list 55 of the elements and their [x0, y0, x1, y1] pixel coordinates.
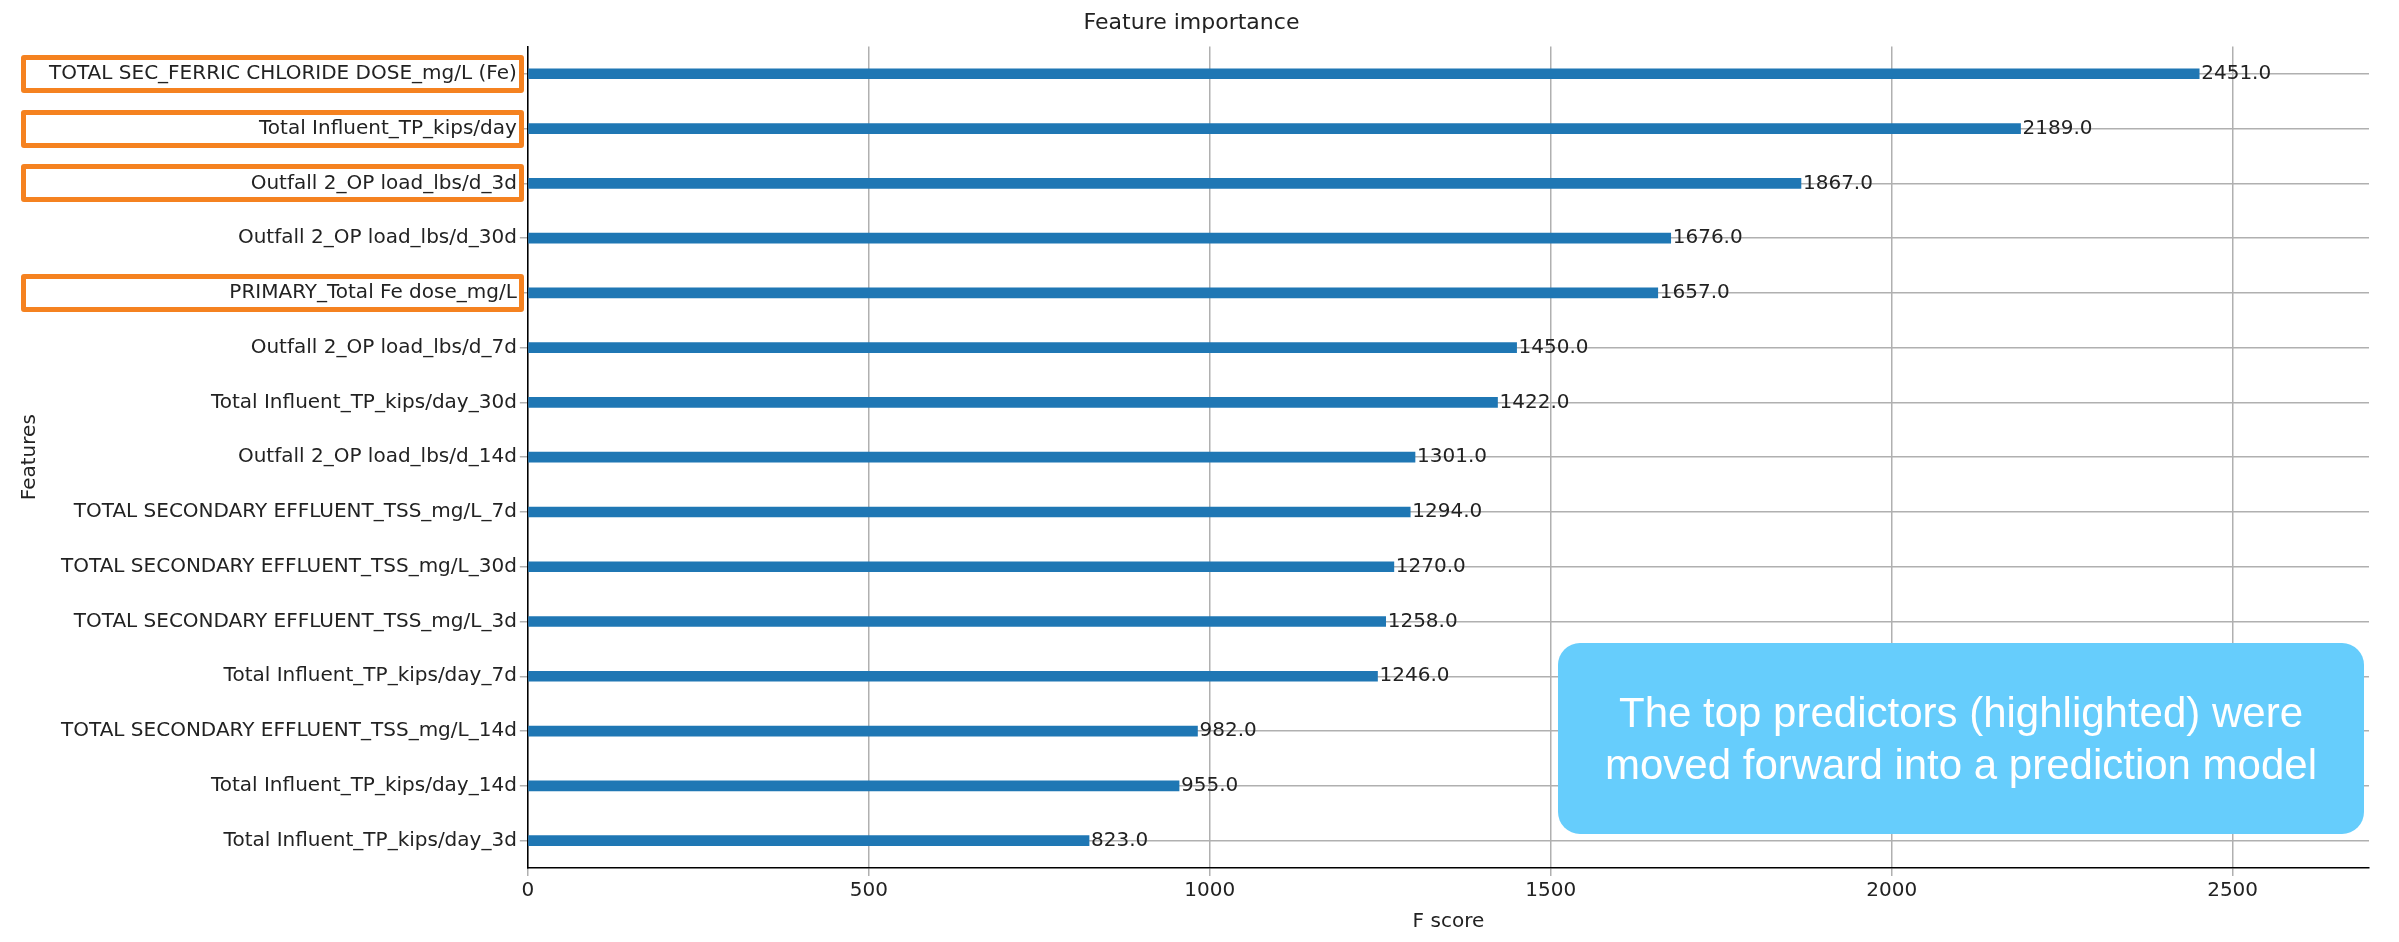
y-tick-label: Total Influent_TP_kips/day_7d [222, 662, 517, 687]
bar [528, 725, 1198, 737]
chart-title: Feature importance [1083, 8, 1300, 34]
x-tick-label: 500 [849, 877, 888, 902]
bar [528, 287, 1659, 299]
data-label: 1294.0 [1412, 498, 1483, 523]
data-label: 1301.0 [1417, 443, 1487, 468]
bar [528, 561, 1395, 573]
x-tick-label: 1500 [1525, 877, 1577, 902]
bar [528, 780, 1180, 792]
y-tick-label: TOTAL SECONDARY EFFLUENT_TSS_mg/L_3d [72, 607, 517, 632]
data-label: 1657.0 [1659, 279, 1730, 304]
y-tick-label: TOTAL SEC_FERRIC CHLORIDE DOSE_mg/L (Fe) [47, 59, 517, 84]
bar [528, 178, 1802, 189]
bar [528, 397, 1498, 408]
data-label: 955.0 [1181, 772, 1239, 797]
y-tick-label: Total Influent_TP_kips/day_14d [209, 772, 517, 797]
y-tick-label: Outfall 2_OP load_lbs/d_14d [237, 443, 517, 468]
data-label: 2451.0 [2201, 59, 2272, 84]
bar [528, 616, 1387, 627]
y-tick-label: Outfall 2_OP load_lbs/d_30d [237, 224, 517, 249]
data-label: 1676.0 [1672, 224, 1743, 249]
y-axis-title: Features [16, 414, 41, 501]
callout-box: The top predictors (highlighted) were moved forward into a prediction model [1558, 643, 2364, 834]
data-label: 982.0 [1199, 717, 1257, 742]
x-tick-label: 2500 [2207, 877, 2259, 902]
data-label: 823.0 [1091, 826, 1149, 851]
bar [528, 342, 1517, 353]
x-axis-title: F score [1412, 908, 1485, 933]
x-tick-label: 1000 [1184, 877, 1236, 902]
bar [528, 451, 1416, 463]
data-label: 1450.0 [1518, 333, 1589, 358]
bar [528, 506, 1411, 518]
bar [528, 670, 1378, 682]
y-tick-label: TOTAL SECONDARY EFFLUENT_TSS_mg/L_14d [60, 717, 517, 742]
data-label: 1258.0 [1387, 607, 1458, 632]
y-tick-label: Total Influent_TP_kips/day [258, 114, 517, 139]
y-tick-label: Outfall 2_OP load_lbs/d_3d [250, 169, 517, 194]
bar [528, 123, 2021, 134]
data-label: 1246.0 [1379, 662, 1450, 687]
x-tick-label: 0 [521, 877, 535, 902]
data-label: 2189.0 [2022, 114, 2093, 139]
y-tick-label: Total Influent_TP_kips/day_3d [222, 826, 517, 851]
data-label: 1867.0 [1802, 169, 1873, 194]
bar [528, 68, 2200, 80]
y-tick-label: PRIMARY_Total Fe dose_mg/L [229, 279, 518, 304]
y-tick-label: TOTAL SECONDARY EFFLUENT_TSS_mg/L_7d [72, 498, 517, 523]
bar [528, 835, 1090, 846]
x-tick-label: 2000 [1866, 877, 1918, 902]
data-label: 1270.0 [1395, 552, 1466, 577]
y-tick-label: Total Influent_TP_kips/day_30d [209, 388, 517, 413]
data-label: 1422.0 [1499, 388, 1570, 413]
y-tick-label: Outfall 2_OP load_lbs/d_7d [250, 333, 517, 358]
y-tick-label: TOTAL SECONDARY EFFLUENT_TSS_mg/L_30d [60, 552, 517, 577]
bar [528, 232, 1672, 244]
